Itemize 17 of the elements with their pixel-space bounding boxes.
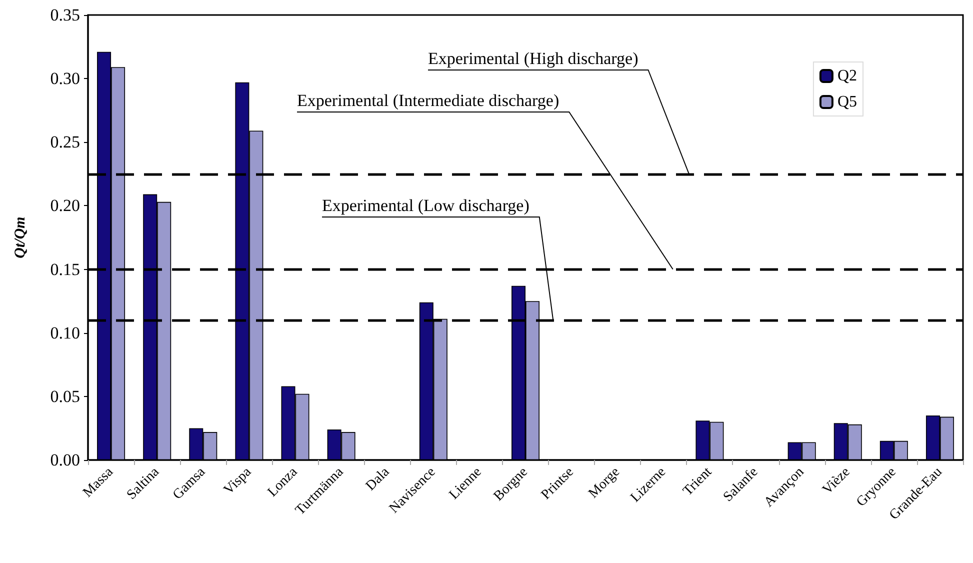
- ref-line-label: Experimental (Intermediate discharge): [297, 91, 560, 110]
- x-tick-label: Dala: [363, 464, 394, 494]
- ref-line-label: Experimental (Low discharge): [322, 196, 530, 215]
- x-tick-label: Vispa: [221, 464, 256, 498]
- y-tick-label: 0.10: [50, 323, 80, 342]
- y-tick-label: 0.15: [50, 260, 80, 279]
- x-tick-label: Vièze: [820, 464, 854, 498]
- y-tick-label: 0.25: [50, 132, 80, 152]
- legend-label: Q5: [837, 94, 858, 110]
- legend-label: Q2: [837, 68, 858, 84]
- y-tick-label: 0.35: [50, 6, 80, 24]
- y-tick-label: 0.05: [50, 386, 80, 406]
- y-axis-title: Qt/Qm: [12, 216, 28, 258]
- y-tick-label: 0.30: [50, 69, 80, 88]
- y-tick-label: 0.20: [50, 196, 80, 216]
- y-tick-label: 0.00: [50, 450, 80, 470]
- ref-line-label: Experimental (High discharge): [428, 49, 638, 68]
